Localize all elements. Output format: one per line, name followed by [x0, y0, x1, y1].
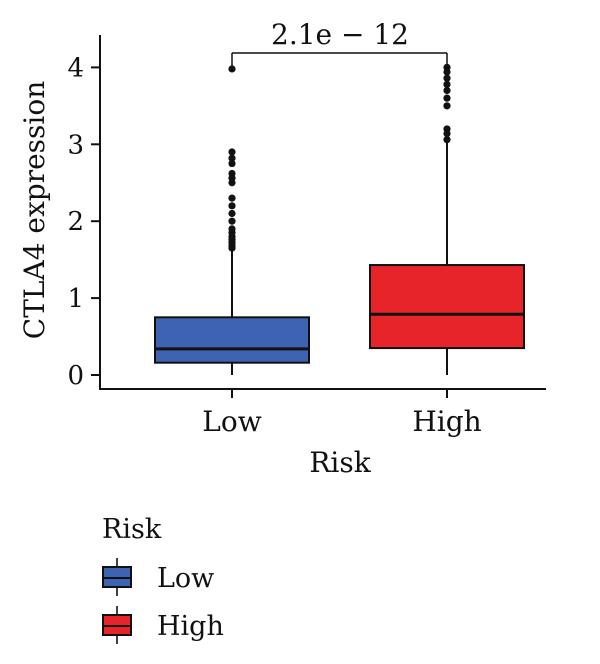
x-tick-label: High [412, 405, 481, 438]
outlier-point [228, 169, 236, 178]
outlier-point [443, 63, 451, 71]
outlier-point [228, 225, 236, 233]
x-axis-ticks: Low High [202, 389, 482, 438]
legend-item-low: Low [102, 558, 214, 596]
outlier-point [443, 86, 451, 95]
outlier-point [443, 136, 451, 144]
outlier-point [228, 154, 236, 162]
y-tick-label: 4 [67, 53, 84, 83]
outlier-point [443, 80, 451, 88]
y-axis-ticks: 0 1 2 3 4 [67, 53, 100, 391]
outlier-point [443, 74, 451, 82]
box-body [369, 264, 525, 350]
x-tick-label: Low [202, 405, 261, 438]
legend: Risk Low High [102, 514, 224, 644]
outlier-point [228, 202, 236, 210]
outlier-point [228, 65, 236, 73]
legend-item-label: High [157, 611, 224, 642]
outlier-point [228, 159, 236, 168]
legend-title: Risk [102, 514, 162, 545]
box-high [369, 63, 525, 375]
y-tick-label: 2 [67, 207, 84, 237]
box-body [154, 316, 310, 364]
outlier-point [443, 94, 451, 102]
outlier-point [228, 209, 236, 218]
outlier-point [443, 125, 451, 133]
y-tick-label: 0 [67, 361, 84, 391]
significance-bracket [231, 52, 448, 66]
y-axis-label: CTLA4 expression [18, 81, 51, 339]
outlier-point [228, 217, 236, 225]
legend-item-label: Low [157, 563, 214, 594]
outlier-point [228, 148, 236, 156]
boxes [154, 63, 525, 375]
y-tick-label: 1 [67, 284, 84, 314]
legend-items: Low High [102, 558, 224, 644]
p-value-label: 2.1e − 12 [271, 18, 409, 51]
outlier-point [443, 102, 451, 110]
box-low [154, 65, 310, 375]
x-axis-label: Risk [309, 446, 371, 479]
outlier-point [228, 194, 236, 202]
legend-item-high: High [102, 606, 224, 644]
y-tick-label: 3 [67, 130, 84, 160]
